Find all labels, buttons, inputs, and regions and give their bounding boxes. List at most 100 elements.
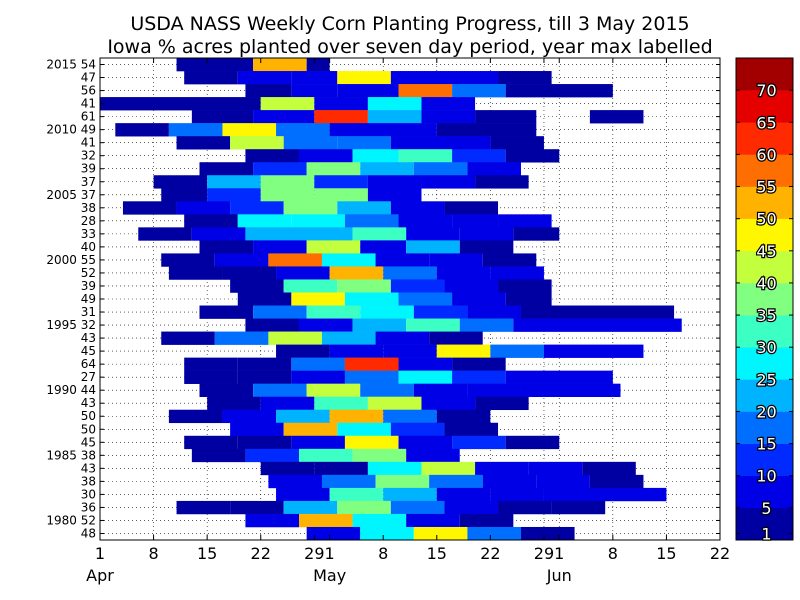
heatmap-cell bbox=[398, 84, 453, 98]
y-tick-label: 43 bbox=[81, 396, 96, 410]
heatmap-cell bbox=[184, 435, 238, 450]
heatmap-cell bbox=[283, 279, 338, 293]
heatmap-cell bbox=[413, 383, 468, 398]
heatmap-cell bbox=[214, 331, 269, 345]
heatmap-cell bbox=[344, 214, 399, 228]
heatmap-cell bbox=[490, 136, 544, 150]
heatmap-cell bbox=[398, 435, 453, 450]
heatmap-cell bbox=[367, 396, 422, 411]
heatmap-cell bbox=[237, 370, 292, 384]
y-tick-label: 37 bbox=[81, 175, 96, 189]
colorbar-tick-label: 40 bbox=[756, 274, 776, 293]
y-tick-label: 38 bbox=[81, 474, 96, 488]
heatmap-cell bbox=[314, 188, 368, 202]
heatmap-cell bbox=[291, 357, 345, 371]
y-tick-label: 45 bbox=[81, 435, 96, 449]
colorbar-band bbox=[736, 475, 793, 509]
heatmap-cell bbox=[390, 500, 445, 515]
heatmap-cell bbox=[482, 474, 537, 489]
heatmap-cell bbox=[352, 513, 407, 528]
heatmap-cell bbox=[406, 318, 460, 332]
heatmap-cell bbox=[375, 474, 430, 489]
heatmap-cell bbox=[314, 396, 368, 411]
heatmap-cell bbox=[551, 500, 606, 515]
y-tick-label: 2005 37 bbox=[46, 188, 96, 202]
colorbar-band bbox=[736, 282, 793, 316]
heatmap-cell bbox=[207, 175, 261, 189]
x-tick-label: 8 bbox=[148, 544, 158, 563]
heatmap-cell bbox=[337, 136, 391, 150]
heatmap-cell bbox=[245, 448, 300, 463]
heatmap-cell bbox=[490, 266, 544, 280]
heatmap-cell bbox=[505, 149, 560, 163]
heatmap-cell bbox=[520, 305, 675, 319]
x-tick-label: 15 bbox=[656, 544, 676, 563]
heatmap-cell bbox=[452, 84, 506, 98]
heatmap-cell bbox=[321, 474, 376, 489]
heatmap-cell bbox=[268, 331, 322, 345]
heatmap-cell bbox=[291, 292, 345, 306]
colorbar-tick-label: 65 bbox=[756, 113, 776, 132]
heatmap-cell bbox=[253, 162, 307, 176]
heatmap-cell bbox=[329, 123, 437, 137]
heatmap-cell bbox=[390, 136, 491, 150]
heatmap-cell bbox=[444, 500, 499, 515]
heatmap-cell bbox=[176, 58, 254, 72]
heatmap-cell bbox=[406, 448, 460, 463]
heatmap-cell bbox=[321, 253, 376, 267]
x-tick-label: 22 bbox=[251, 544, 271, 563]
heatmap-cell bbox=[505, 84, 613, 98]
heatmap-cell bbox=[467, 526, 521, 541]
heatmap-cell bbox=[329, 487, 384, 502]
heatmap-cell bbox=[329, 344, 384, 358]
heatmap-cell bbox=[421, 396, 476, 411]
heatmap-cell bbox=[383, 344, 437, 358]
month-label: Apr bbox=[86, 566, 114, 585]
heatmap-cell bbox=[260, 396, 315, 411]
heatmap-cell bbox=[230, 201, 284, 215]
heatmap-cell bbox=[360, 526, 414, 541]
colorbar-tick-label: 70 bbox=[756, 81, 776, 100]
heatmap-cell bbox=[344, 357, 399, 371]
heatmap-cell bbox=[276, 266, 330, 280]
heatmap-cell bbox=[367, 461, 422, 476]
y-tick-label: 1985 38 bbox=[46, 448, 96, 462]
heatmap-cell bbox=[337, 500, 391, 515]
heatmap-cell bbox=[444, 201, 499, 215]
heatmap-cell bbox=[314, 110, 368, 124]
heatmap-cell bbox=[528, 461, 583, 476]
heatmap-cell bbox=[436, 266, 491, 280]
x-tick-label: 8 bbox=[608, 544, 618, 563]
colorbar-tick-label: 45 bbox=[756, 242, 776, 261]
heatmap-cell bbox=[237, 357, 292, 371]
heatmap-cell bbox=[245, 149, 300, 163]
y-tick-label: 27 bbox=[81, 370, 96, 384]
y-tick-label: 45 bbox=[81, 344, 96, 358]
heatmap-cell bbox=[444, 279, 499, 293]
heatmap-cell bbox=[283, 201, 338, 215]
heatmap-cell bbox=[344, 435, 399, 450]
y-tick-label: 48 bbox=[81, 526, 96, 540]
y-tick-label: 52 bbox=[81, 266, 96, 280]
y-tick-label: 50 bbox=[81, 409, 96, 423]
chart-title-line2: Iowa % acres planted over seven day peri… bbox=[107, 36, 712, 58]
heatmap-cell bbox=[230, 136, 284, 150]
heatmap-cell bbox=[337, 84, 399, 98]
colorbar-tick-label: 1 bbox=[761, 525, 771, 544]
heatmap-cell bbox=[436, 344, 491, 358]
heatmap-cell bbox=[452, 149, 506, 163]
heatmap-cell bbox=[230, 279, 284, 293]
colorbar-tick-label: 50 bbox=[756, 210, 776, 229]
chart-title-line1: USDA NASS Weekly Corn Planting Progress,… bbox=[130, 13, 689, 35]
heatmap-cell bbox=[513, 227, 560, 241]
heatmap-cell bbox=[337, 71, 391, 85]
heatmap-cell bbox=[291, 71, 338, 85]
heatmap-cell bbox=[375, 253, 430, 267]
heatmap-cell bbox=[230, 500, 284, 515]
heatmap-cell bbox=[498, 500, 552, 515]
heatmap-cell bbox=[475, 175, 529, 189]
heatmap-cell bbox=[214, 253, 269, 267]
heatmap-cell bbox=[421, 110, 476, 124]
heatmap-cell bbox=[467, 162, 521, 176]
y-tick-label: 36 bbox=[81, 500, 96, 514]
